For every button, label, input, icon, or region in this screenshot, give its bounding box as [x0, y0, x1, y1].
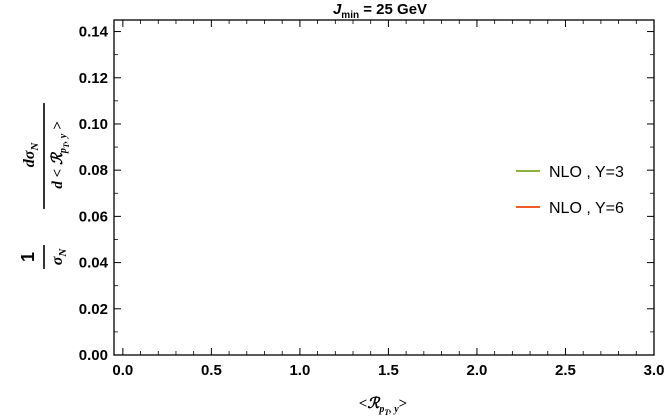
x-tick-label: 1.5: [378, 362, 399, 379]
y-axis-label-den: d < ℛpT, y >: [49, 121, 71, 189]
y-tick-label: 0.08: [79, 162, 108, 179]
y-tick-label: 0.04: [79, 255, 109, 272]
chart-title: Jmin = 25 GeV: [333, 1, 427, 21]
y-tick-label: 0.02: [79, 301, 108, 318]
y-tick-label: 0.00: [79, 347, 108, 364]
x-tick-label: 2.5: [555, 362, 576, 379]
y-tick-label: 0.14: [79, 24, 109, 41]
x-tick-label: 0.0: [112, 362, 133, 379]
y-axis-label-one: 1: [18, 252, 38, 262]
x-tick-label: 3.0: [644, 362, 664, 379]
y-tick-label: 0.06: [79, 208, 108, 225]
x-tick-label: 2.0: [467, 362, 488, 379]
x-axis-ticks: 0.0 0.5 1.0 1.5 2.0 2.5 3.0: [112, 20, 664, 379]
y-axis-label-num: dσN: [21, 142, 41, 168]
y-axis-ticks: 0.00 0.02 0.04 0.06 0.08 0.10 0.12 0.14: [79, 24, 654, 364]
plot-frame: [113, 19, 655, 356]
y-axis-label: 1 σN dσN d < ℛpT, y >: [18, 103, 71, 269]
y-tick-label: 0.12: [79, 70, 108, 87]
y-axis-label-sigma-n: σN: [49, 248, 69, 266]
x-tick-label: 1.0: [289, 362, 310, 379]
legend: NLO , Y=3 NLO , Y=6: [516, 164, 624, 217]
x-tick-label: 0.5: [201, 362, 222, 379]
legend-label-y3: NLO , Y=3: [549, 164, 624, 181]
y-tick-label: 0.10: [79, 116, 108, 133]
x-axis-label: <ℛpT, y>: [359, 395, 407, 417]
legend-label-y6: NLO , Y=6: [549, 200, 624, 217]
